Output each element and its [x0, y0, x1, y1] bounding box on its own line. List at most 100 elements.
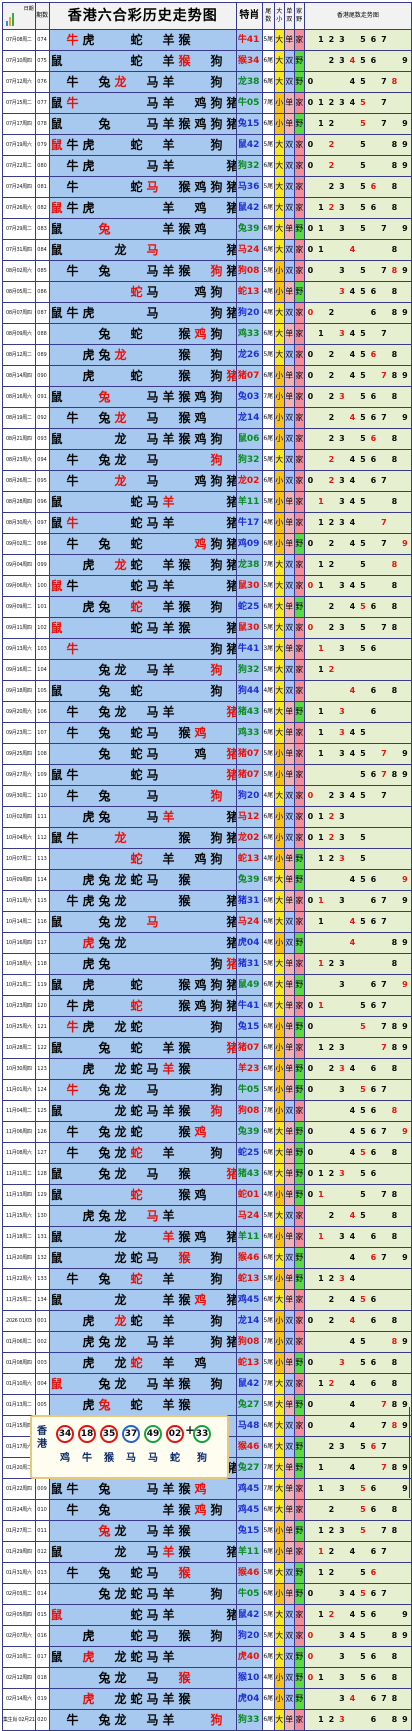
tail-digit: 3	[339, 581, 347, 590]
size-mark: 小	[273, 1079, 285, 1101]
size-mark: 大	[273, 1247, 285, 1269]
tail-digit: 7	[381, 1127, 389, 1136]
home-mark: 家	[293, 680, 305, 702]
zodiac-cell: 虎兔蛇羊猴狗	[48, 596, 237, 618]
draw-row: 08月16周六 091 鼠兔马羊猴鸡狗兔03 7尾小单家 0 2 3 5 6 8	[2, 386, 412, 408]
tail-digit: 6	[370, 392, 378, 401]
zodiac-mark: 兔	[98, 726, 111, 740]
zodiac-cell: 鼠牛蛇马羊猪	[48, 512, 237, 534]
tail-digit: 7	[381, 980, 389, 989]
parity-mark: 单	[283, 365, 295, 387]
zodiac-mark: 羊	[162, 1062, 175, 1076]
tail-digit: 8	[391, 392, 399, 401]
tail-digit: 7	[381, 896, 389, 905]
zodiac-mark: 兔	[98, 327, 111, 341]
zodiac-cell: 鼠兔龙马羊猴狗	[48, 1373, 237, 1395]
draw-issue: 096	[34, 491, 50, 513]
zodiac-mark: 羊	[162, 810, 175, 824]
tail-col-header: 尾数	[261, 2, 275, 30]
zodiac-mark: 狗	[210, 117, 223, 131]
home-mark: 家	[293, 260, 305, 282]
draw-date: 01月27周二	[2, 1520, 36, 1542]
zodiac-mark: 猴	[178, 1125, 191, 1139]
zodiac-cell: 牛兔龙蛇羊狗	[48, 1142, 237, 1164]
result-zodiac: 猴	[104, 1453, 114, 1464]
parity-mark: 单	[283, 1268, 295, 1290]
parity-mark: 单	[283, 323, 295, 345]
zodiac-mark: 猪	[227, 1165, 236, 1184]
tail-digit: 7	[381, 329, 389, 338]
tail-digit: 3	[339, 1064, 347, 1073]
special-zodiac: 鼠42	[235, 1373, 263, 1395]
tail-digit: 3	[339, 1274, 347, 1283]
size-mark: 大	[273, 638, 285, 660]
tail-digit: 5	[360, 854, 368, 863]
special-zodiac: 猪43	[235, 701, 263, 723]
tail-digit: 9	[402, 1715, 410, 1724]
logo-cell: 日期	[2, 2, 36, 30]
tail-count: 4尾	[261, 302, 275, 324]
result-zodiac: 蛇	[170, 1453, 180, 1464]
draw-issue: 083	[34, 218, 50, 240]
tail-digit: 3	[339, 203, 347, 212]
tail-digit: 5	[360, 1484, 368, 1493]
zodiac-mark: 兔	[98, 1335, 111, 1349]
zodiac-mark: 猪	[227, 241, 236, 260]
zodiac-mark: 兔	[98, 600, 111, 614]
zodiac-mark: 鸡	[194, 390, 207, 404]
zodiac-mark: 羊	[162, 1482, 175, 1496]
draw-row: 07月08周二 074 牛虎蛇羊猴牛41 5尾大单家 1 2 3 5 6 7	[2, 29, 412, 51]
tail-digit: 3	[339, 623, 347, 632]
tail-count: 6尾	[261, 869, 275, 891]
draw-date: 09月09周二	[2, 596, 36, 618]
zodiac-cell: 鼠虎龙蛇马羊	[48, 1646, 237, 1668]
draw-date: 11月06周四	[2, 1121, 36, 1143]
zodiac-mark: 马	[146, 579, 159, 593]
tail-digit: 8	[391, 1043, 399, 1052]
tail-digit: 3	[339, 434, 347, 443]
tail-digit: 5	[360, 602, 368, 611]
draw-issue: 118	[34, 953, 50, 975]
tail-digit: 5	[360, 1526, 368, 1535]
zodiac-mark: 龙	[114, 1692, 127, 1706]
parity-mark: 双	[283, 239, 295, 261]
tail-digit: 0	[307, 1064, 315, 1073]
zodiac-mark: 蛇	[130, 1398, 143, 1412]
tail-digit: 1	[318, 245, 326, 254]
draw-date: 08月05周二	[2, 281, 36, 303]
tail-digit: 9	[402, 770, 410, 779]
tail-digit: 5	[360, 1127, 368, 1136]
draw-issue: 015	[34, 1604, 50, 1626]
tail-count: 5尾	[261, 1268, 275, 1290]
size-mark: 大	[273, 323, 285, 345]
draw-row: 09月09周二 101 虎兔蛇羊猴狗蛇25 6尾大单野 2 4 5 6 8	[2, 596, 412, 618]
parity-mark: 双	[283, 1205, 295, 1227]
size-mark: 大	[273, 134, 285, 156]
tail-digit: 8	[391, 1463, 399, 1472]
tail-digit: 1	[318, 1547, 326, 1556]
tail-digit: 0	[307, 1652, 315, 1661]
size-mark: 大	[273, 995, 285, 1017]
zodiac-mark: 兔	[98, 1671, 111, 1685]
zodiac-mark: 兔	[98, 957, 111, 971]
size-mark: 小	[273, 1688, 285, 1710]
tail-digit: 4	[349, 98, 357, 107]
zodiac-mark: 马	[146, 75, 159, 89]
zodiac-cell: 鼠兔蛇狗	[48, 680, 237, 702]
special-zodiac: 蛇13	[235, 281, 263, 303]
draw-issue: 109	[34, 764, 50, 786]
draw-issue: 104	[34, 659, 50, 681]
tail-digit: 0	[307, 140, 315, 149]
tail-count: 6尾	[261, 701, 275, 723]
zodiac-mark: 马	[146, 1251, 159, 1265]
tail-digit: 4	[349, 917, 357, 926]
tail-digit: 5	[360, 791, 368, 800]
zodiac-mark: 猴	[178, 600, 191, 614]
zodiac-mark: 狗	[210, 1377, 223, 1391]
size-mark: 小	[273, 1037, 285, 1059]
result-zodiac: 鸡	[60, 1453, 70, 1464]
